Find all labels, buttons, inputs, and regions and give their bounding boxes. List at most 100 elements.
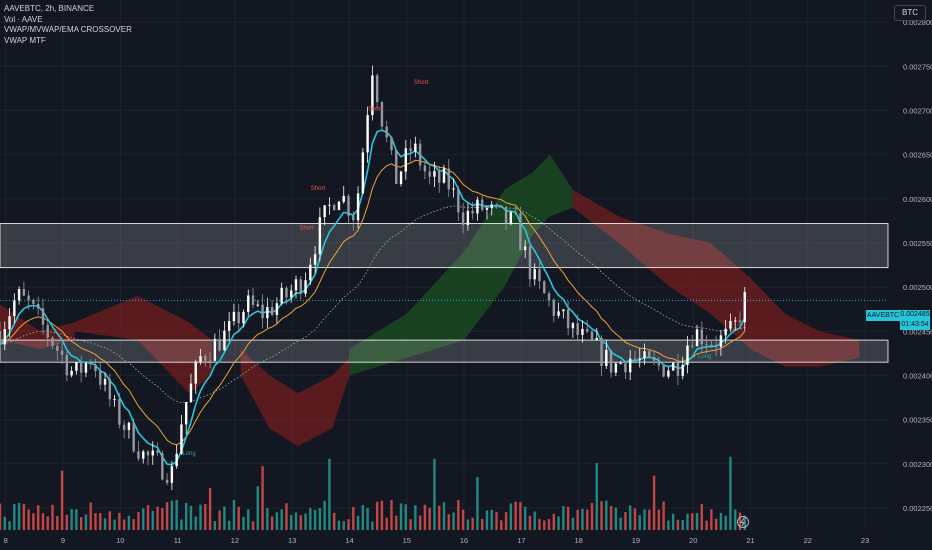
volume-bar-147 [700, 504, 704, 530]
candle-body-26 [122, 424, 126, 430]
candle-body-103 [490, 204, 493, 209]
candle-body-134 [638, 358, 641, 360]
candle-body-136 [648, 351, 651, 358]
signals: Short Short Short Short Long Long [182, 80, 711, 457]
volume-bar-103 [490, 509, 493, 530]
candle-body-137 [652, 357, 656, 361]
candle-body-75 [356, 193, 360, 221]
currency-badge[interactable]: BTC [894, 5, 926, 21]
candle-body-121 [576, 323, 579, 335]
volume-bar-110 [523, 506, 527, 530]
candle-body-27 [127, 422, 131, 430]
candle-body-21 [99, 371, 102, 385]
volume-bar-49 [232, 500, 236, 530]
candle-body-84 [399, 171, 403, 185]
date-tick-5: 13 [288, 536, 296, 545]
legend-vwap-mtf[interactable]: VWAP MTF [4, 35, 46, 45]
candle-body-113 [538, 269, 541, 282]
volume-bar-54 [256, 486, 260, 530]
candle-body-16 [75, 362, 78, 371]
candle-body-131 [624, 363, 627, 373]
candle-body-92 [438, 170, 441, 183]
volume-bar-18 [84, 514, 88, 530]
volume-bar-28 [132, 519, 135, 530]
candle-body-81 [385, 126, 388, 138]
candle-body-85 [404, 148, 408, 172]
volume-bar-154 [734, 509, 737, 530]
candle-body-140 [667, 370, 670, 377]
candle-body-37 [175, 453, 178, 467]
candle-body-31 [146, 451, 150, 456]
candle-body-99 [471, 210, 474, 214]
volume-bar-113 [538, 519, 541, 530]
candle-body-56 [266, 307, 269, 319]
current-symbol-tag: AAVEBTC [866, 310, 900, 321]
candle-body-72 [342, 195, 345, 202]
volume-bar-74 [352, 507, 355, 530]
candle-body-1 [3, 329, 6, 345]
legend-volume[interactable]: Vol · AAVE [4, 14, 43, 24]
candle-body-69 [328, 204, 331, 206]
candle-body-66 [313, 254, 317, 265]
volume-bar-7 [32, 513, 35, 530]
candle-body-58 [275, 303, 279, 315]
volume-bar-34 [161, 508, 164, 530]
volume-bar-33 [156, 506, 159, 530]
candle-body-11 [51, 337, 54, 347]
candle-body-132 [628, 358, 632, 373]
candle-body-93 [442, 168, 446, 183]
price-zone-0 [0, 223, 889, 269]
candle-body-50 [237, 311, 240, 324]
candle-body-33 [156, 450, 159, 453]
signal-label-2: Short [368, 106, 383, 112]
price-axis[interactable]: 0.002800 0.002750 0.002700 0.002650 0.002600… [903, 18, 932, 513]
candle-body-30 [142, 451, 145, 459]
volume-bar-144 [686, 513, 689, 530]
vwap-cloud-1 [74, 295, 212, 394]
volume-bar-39 [184, 502, 188, 530]
candle-body-107 [509, 212, 513, 224]
volume-bar-25 [118, 512, 121, 530]
volume-bar-30 [142, 508, 145, 530]
candle-body-129 [614, 363, 618, 373]
candle-body-7 [32, 299, 35, 304]
volume-bar-101 [480, 518, 484, 530]
candle-body-89 [423, 165, 427, 172]
volume-bar-38 [180, 519, 183, 530]
volume-bar-99 [471, 517, 474, 530]
volume-bar-133 [633, 508, 637, 530]
candle-body-12 [56, 346, 59, 351]
candle-body-25 [118, 399, 121, 425]
candle-body-48 [227, 321, 231, 331]
volume-bar-63 [299, 515, 302, 530]
volume-bar-27 [127, 515, 131, 530]
volume-bar-6 [27, 509, 30, 530]
price-tick-3: 0.002650 [903, 151, 932, 160]
replay-icon[interactable] [737, 516, 749, 528]
signal-label-0: Short [311, 186, 326, 192]
volume-bar-128 [609, 506, 613, 530]
volume-bar-148 [705, 520, 708, 530]
candle-body-59 [280, 287, 283, 304]
volume-bar-145 [691, 513, 694, 530]
candle-body-144 [686, 345, 689, 365]
candle-body-108 [514, 212, 517, 214]
legend-symbol[interactable]: AAVEBTC, 2h, BINANCE [4, 4, 95, 13]
volume-bar-2 [8, 521, 11, 530]
date-tick-9: 17 [517, 536, 525, 545]
candle-body-104 [495, 204, 498, 206]
candle-body-15 [70, 370, 73, 376]
volume-bar-117 [557, 516, 560, 530]
volume-bar-1 [3, 516, 6, 530]
candle-body-156 [743, 291, 746, 323]
volume-bar-36 [170, 500, 174, 530]
time-axis[interactable]: 8 9 10 11 12 13 14 15 16 17 18 19 20 21 22 23 [4, 536, 870, 545]
candle-body-154 [734, 320, 737, 322]
legend-vwap-crossover[interactable]: VWAP/MVWAP/EMA CROSSOVER [4, 25, 132, 34]
volume-bar-68 [323, 500, 326, 530]
candle-body-126 [600, 338, 603, 367]
candle-body-43 [204, 356, 207, 361]
volume-bar-23 [108, 511, 112, 530]
volume-bar-149 [710, 509, 713, 530]
